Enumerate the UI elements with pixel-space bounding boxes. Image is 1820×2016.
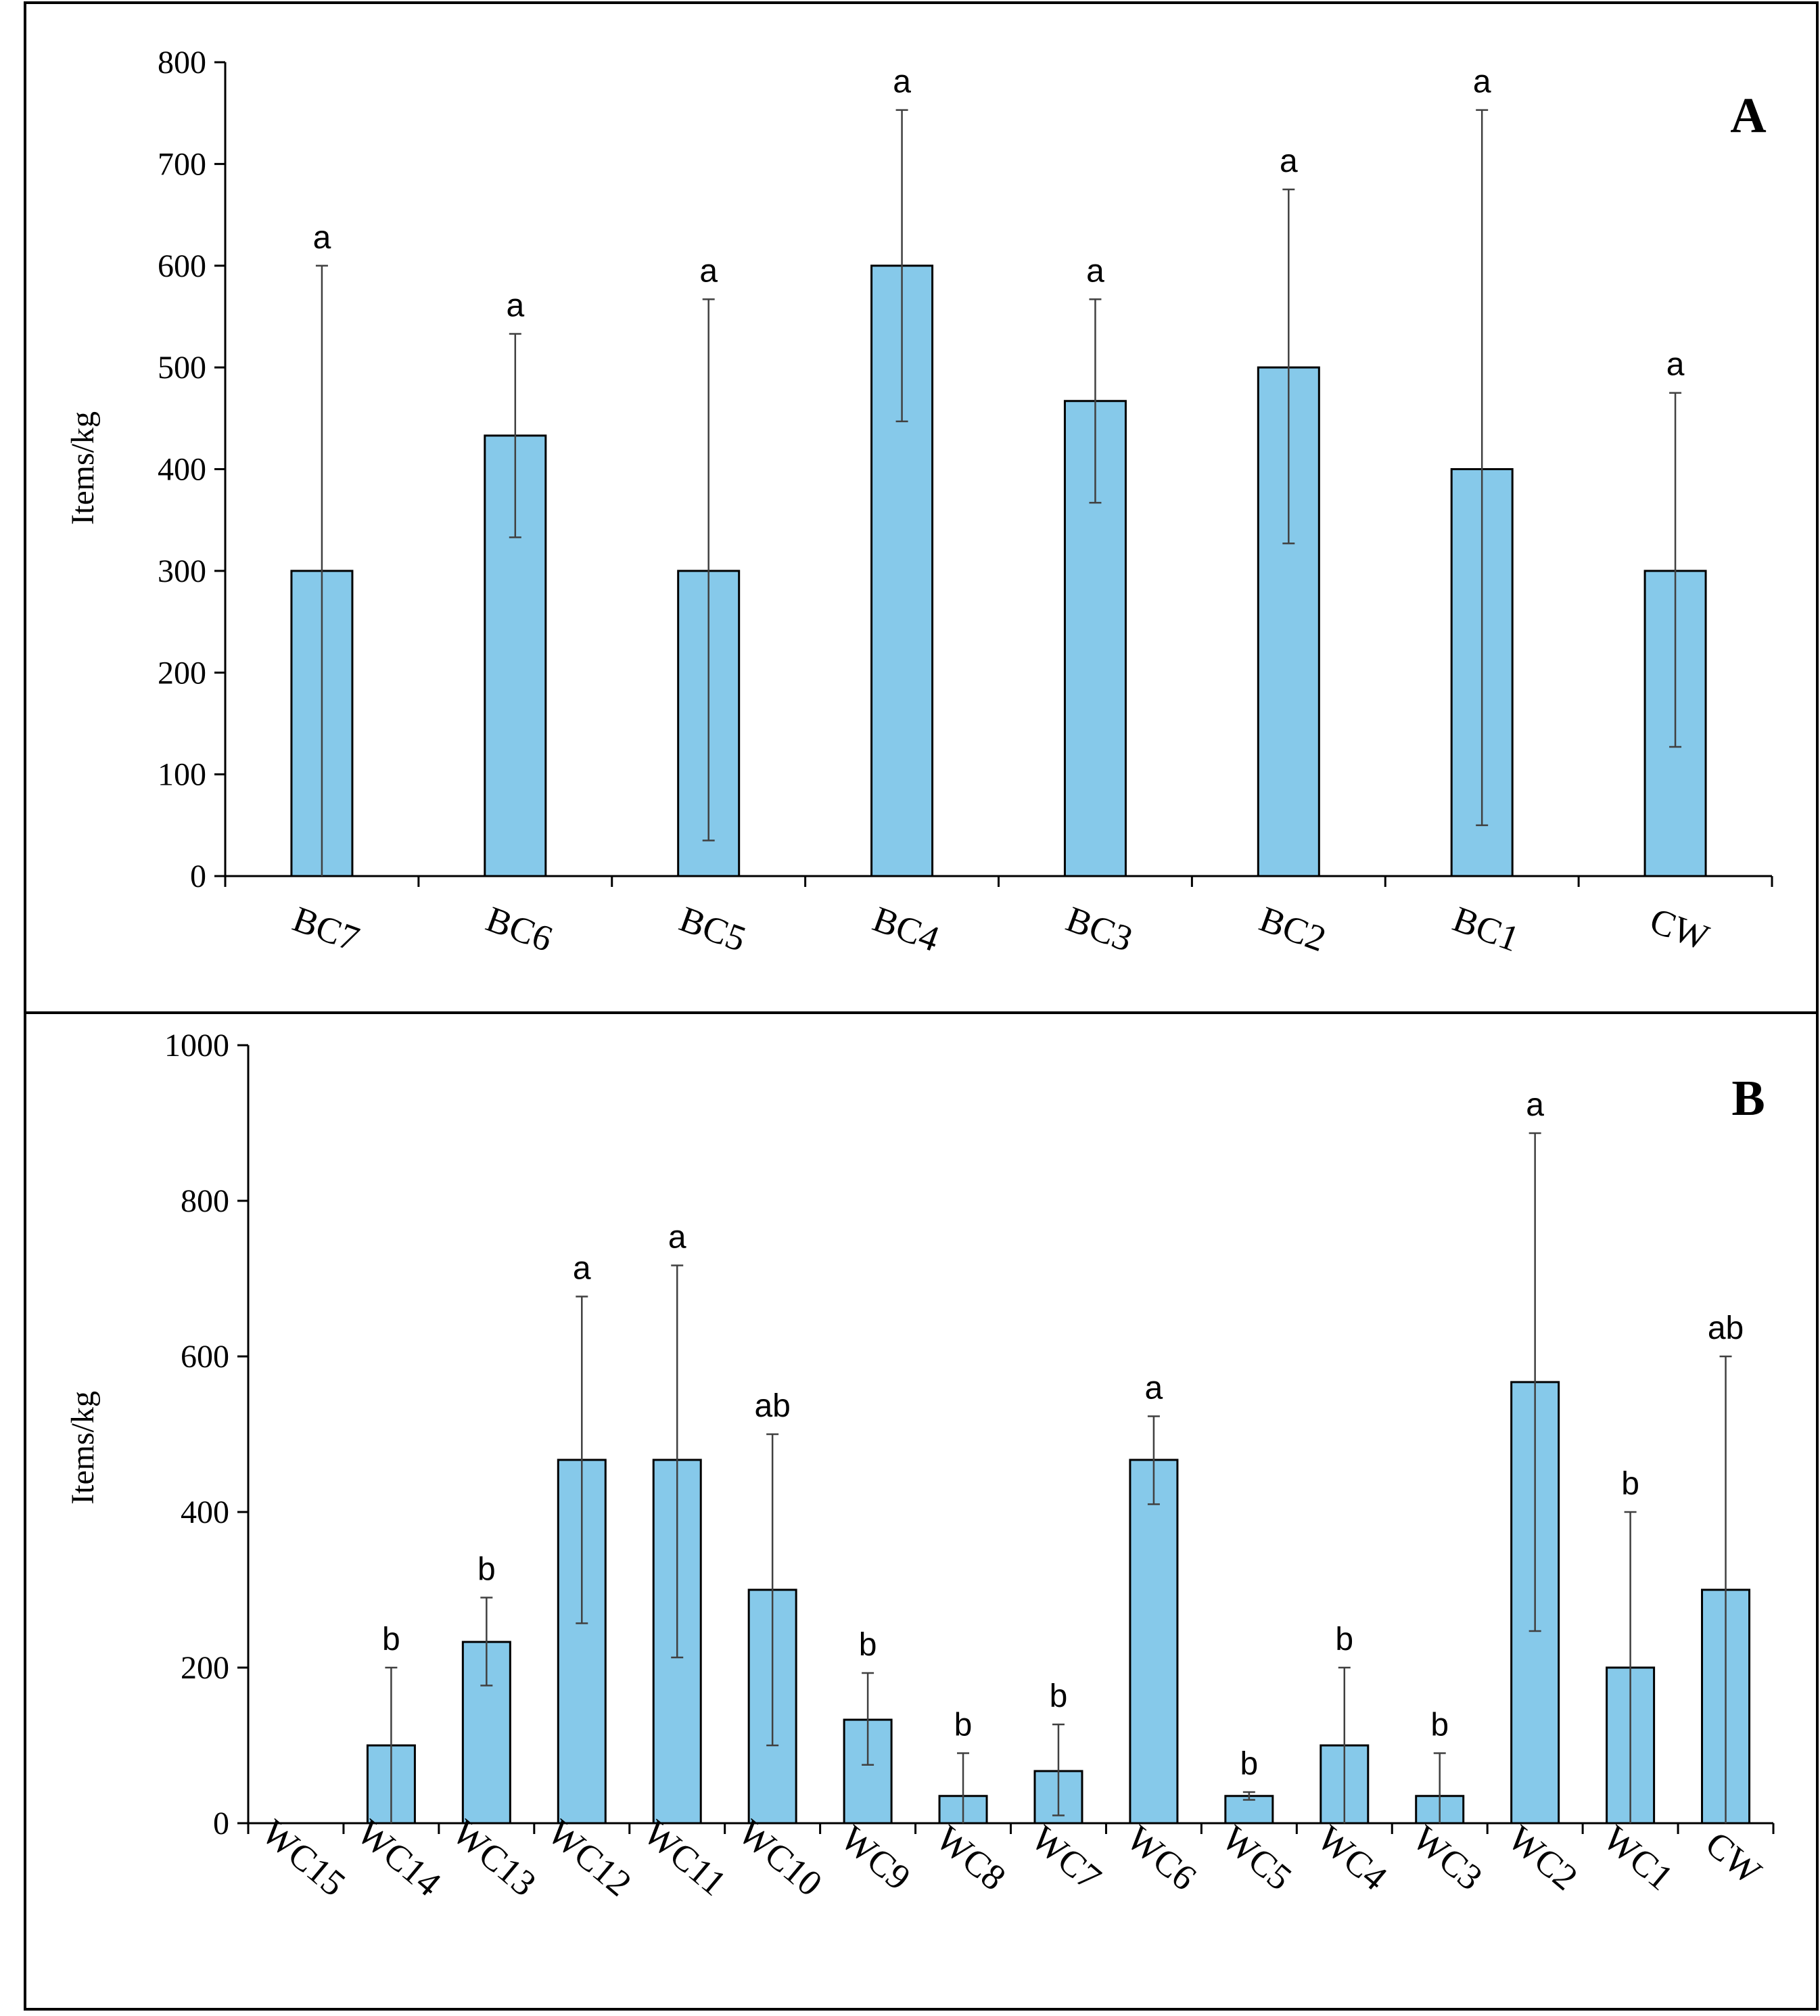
- y-tick-label: 400: [158, 452, 206, 488]
- significance-label: b: [1335, 1622, 1353, 1657]
- y-tick-label: 0: [190, 858, 206, 894]
- significance-label: a: [668, 1219, 686, 1255]
- y-tick-label: 500: [158, 350, 206, 386]
- significance-label: a: [313, 220, 331, 256]
- significance-label: a: [1526, 1087, 1544, 1123]
- y-tick-label: 400: [181, 1494, 229, 1530]
- panel-label: B: [1731, 1071, 1765, 1126]
- y-tick-label: 300: [158, 553, 206, 589]
- y-axis-title: Items/kg: [65, 411, 101, 525]
- significance-label: a: [1280, 143, 1298, 179]
- y-axis-title: Items/kg: [65, 1391, 101, 1505]
- significance-label: b: [1430, 1708, 1449, 1743]
- significance-label: a: [1666, 347, 1685, 383]
- significance-label: a: [893, 64, 911, 100]
- significance-label: a: [1145, 1371, 1163, 1406]
- y-tick-label: 1000: [164, 1028, 229, 1063]
- significance-label: a: [1473, 64, 1491, 100]
- y-tick-label: 700: [158, 146, 206, 182]
- significance-label: b: [477, 1552, 496, 1588]
- y-tick-label: 100: [158, 757, 206, 793]
- significance-label: a: [1086, 253, 1104, 289]
- significance-label: b: [382, 1622, 400, 1657]
- y-tick-label: 200: [158, 655, 206, 691]
- significance-label: a: [573, 1250, 591, 1286]
- panel-label: A: [1730, 88, 1766, 143]
- significance-label: b: [1050, 1678, 1068, 1714]
- y-tick-label: 800: [181, 1183, 229, 1219]
- significance-label: a: [506, 288, 524, 324]
- significance-label: a: [699, 253, 718, 289]
- significance-label: b: [1621, 1466, 1639, 1502]
- significance-label: ab: [1708, 1310, 1744, 1346]
- bar: [1130, 1460, 1177, 1823]
- significance-label: b: [954, 1708, 973, 1743]
- y-tick-label: 600: [181, 1339, 229, 1375]
- figure: Items/kg A 0100200300400500600700800aBC7…: [0, 0, 1820, 2016]
- significance-label: b: [859, 1627, 877, 1663]
- y-tick-label: 0: [213, 1806, 229, 1841]
- significance-label: b: [1240, 1746, 1258, 1782]
- y-tick-label: 200: [181, 1650, 229, 1686]
- significance-label: ab: [754, 1388, 790, 1424]
- y-tick-label: 800: [158, 45, 206, 81]
- y-tick-label: 600: [158, 248, 206, 284]
